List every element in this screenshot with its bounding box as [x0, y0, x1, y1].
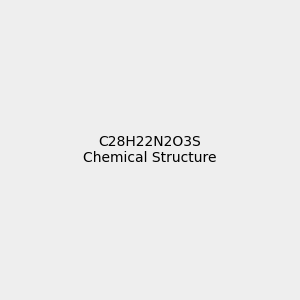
- Text: C28H22N2O3S
Chemical Structure: C28H22N2O3S Chemical Structure: [83, 135, 217, 165]
